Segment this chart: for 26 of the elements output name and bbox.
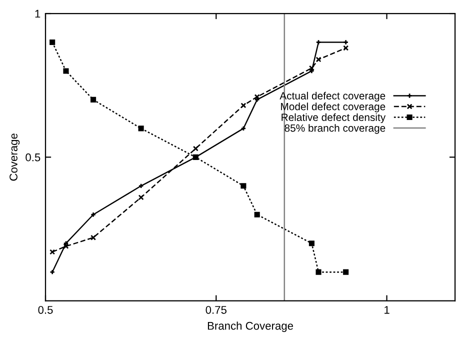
point — [343, 45, 349, 51]
point — [343, 269, 349, 275]
point — [50, 249, 56, 255]
point — [308, 65, 314, 71]
ref-line-label: 85% branch coverage — [284, 124, 386, 134]
point — [254, 212, 260, 218]
point — [192, 146, 198, 152]
point — [90, 96, 96, 102]
legend-label: Relative defect density — [282, 113, 386, 124]
point — [240, 102, 246, 108]
point — [316, 269, 322, 275]
point — [316, 56, 322, 62]
point — [90, 234, 96, 240]
point — [63, 68, 69, 74]
x-tick-label: 0.5 — [38, 306, 53, 314]
point — [240, 183, 246, 189]
point — [138, 126, 144, 132]
x-tick-label: 1 — [384, 306, 390, 314]
point — [138, 194, 144, 200]
x-tick-label: 0.75 — [206, 306, 226, 314]
legend-label: Actual defect coverage — [280, 92, 386, 102]
y-axis-title: Coverage — [10, 134, 20, 181]
point — [50, 39, 56, 46]
x-axis-title: Branch Coverage — [208, 322, 294, 332]
legend-label: Model defect coverage — [281, 102, 386, 112]
point — [308, 240, 314, 246]
